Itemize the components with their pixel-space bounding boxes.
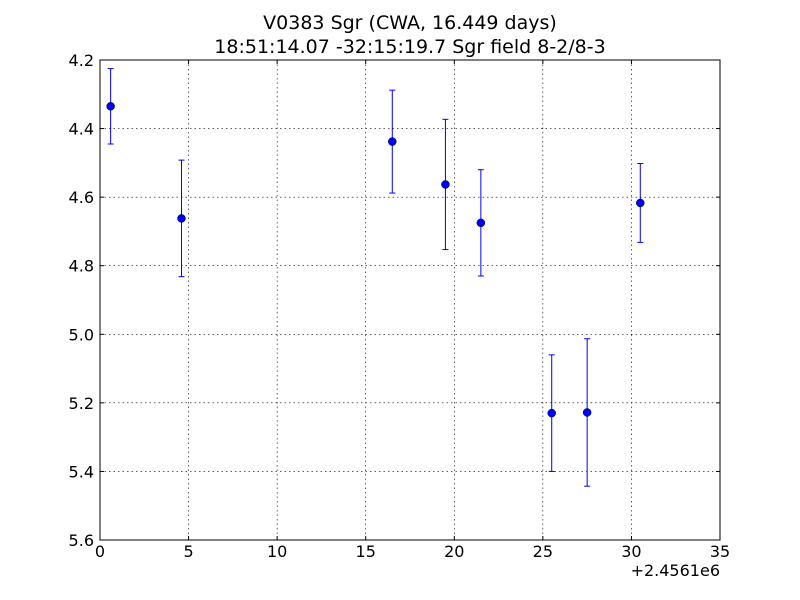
chart-subtitle: 18:51:14.07 -32:15:19.7 Sgr field 8-2/8-… (214, 36, 605, 58)
data-series (106, 68, 645, 487)
x-tick-label: 25 (533, 542, 553, 561)
y-tick-label: 5.2 (69, 394, 94, 413)
y-tick-label: 5.6 (69, 531, 94, 550)
x-tick-label: 20 (444, 542, 464, 561)
x-tick-label: 30 (621, 542, 641, 561)
data-point (547, 408, 556, 418)
data-point (177, 214, 186, 223)
data-point (636, 198, 645, 208)
data-point (388, 137, 397, 146)
x-tick-label: 0 (95, 542, 105, 561)
x-offset-label: +2.4561e6 (631, 561, 720, 580)
y-tick-label: 4.4 (69, 120, 94, 139)
y-tick-label: 5.4 (69, 462, 94, 481)
data-point (476, 218, 486, 228)
chart-title: V0383 Sgr (CWA, 16.449 days) (263, 12, 557, 34)
grid (100, 60, 720, 540)
x-tick-label: 15 (356, 542, 376, 561)
x-axis: 0 5 10 15 20 25 30 35 (95, 60, 730, 561)
y-tick-label: 4.8 (69, 257, 94, 276)
y-axis: 4.2 4.4 4.6 4.8 5.0 5.2 5.4 5.6 (69, 51, 720, 550)
x-tick-label: 10 (267, 542, 287, 561)
data-point (582, 408, 592, 417)
y-tick-label: 5.0 (69, 325, 94, 344)
data-point (441, 180, 450, 189)
x-tick-label: 5 (183, 542, 193, 561)
plot-frame (99, 59, 721, 541)
data-point (106, 102, 115, 111)
y-tick-label: 4.2 (69, 51, 94, 70)
y-tick-label: 4.6 (69, 188, 94, 207)
x-tick-label: 35 (710, 542, 730, 561)
